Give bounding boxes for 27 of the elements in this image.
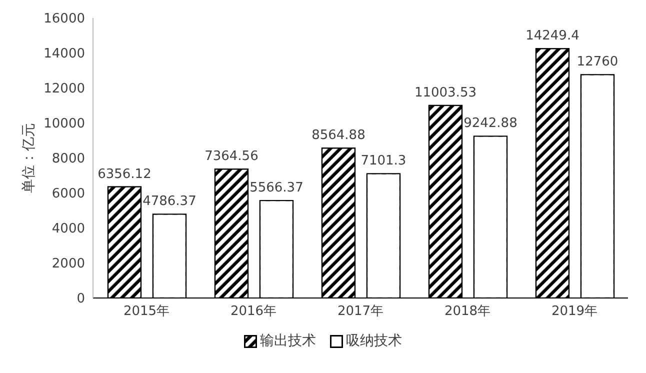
y-tick-label: 10000 [44, 116, 85, 132]
x-tick-label: 2019年 [551, 304, 598, 320]
data-label: 9242.88 [464, 116, 518, 132]
data-label: 14249.4 [526, 28, 580, 44]
legend-label: 吸纳技术 [346, 332, 402, 350]
data-label: 12760 [576, 54, 618, 70]
y-tick-label: 16000 [44, 12, 85, 27]
legend-label: 输出技术 [260, 332, 316, 350]
data-label: 5566.37 [250, 180, 304, 196]
y-tick-label: 2000 [52, 256, 85, 272]
data-label: 4786.37 [142, 194, 196, 210]
data-label: 6356.12 [98, 166, 152, 182]
data-label: 11003.53 [414, 85, 476, 100]
data-label: 7101.3 [360, 154, 406, 169]
y-tick-label: 12000 [44, 82, 85, 97]
y-tick-label: 6000 [52, 186, 85, 202]
y-tick-label: 4000 [52, 222, 85, 237]
x-tick-label: 2018年 [444, 304, 491, 320]
y-axis-title: 单位：亿元 [20, 123, 37, 193]
y-tick-label: 8000 [52, 152, 85, 167]
data-label: 7364.56 [204, 149, 258, 164]
x-tick-label: 2016年 [230, 304, 277, 320]
x-tick-label: 2017年 [337, 304, 384, 320]
y-tick-label: 14000 [44, 46, 85, 62]
x-tick-label: 2015年 [123, 304, 170, 320]
data-label: 8564.88 [312, 128, 366, 144]
y-tick-label: 0 [76, 292, 85, 307]
